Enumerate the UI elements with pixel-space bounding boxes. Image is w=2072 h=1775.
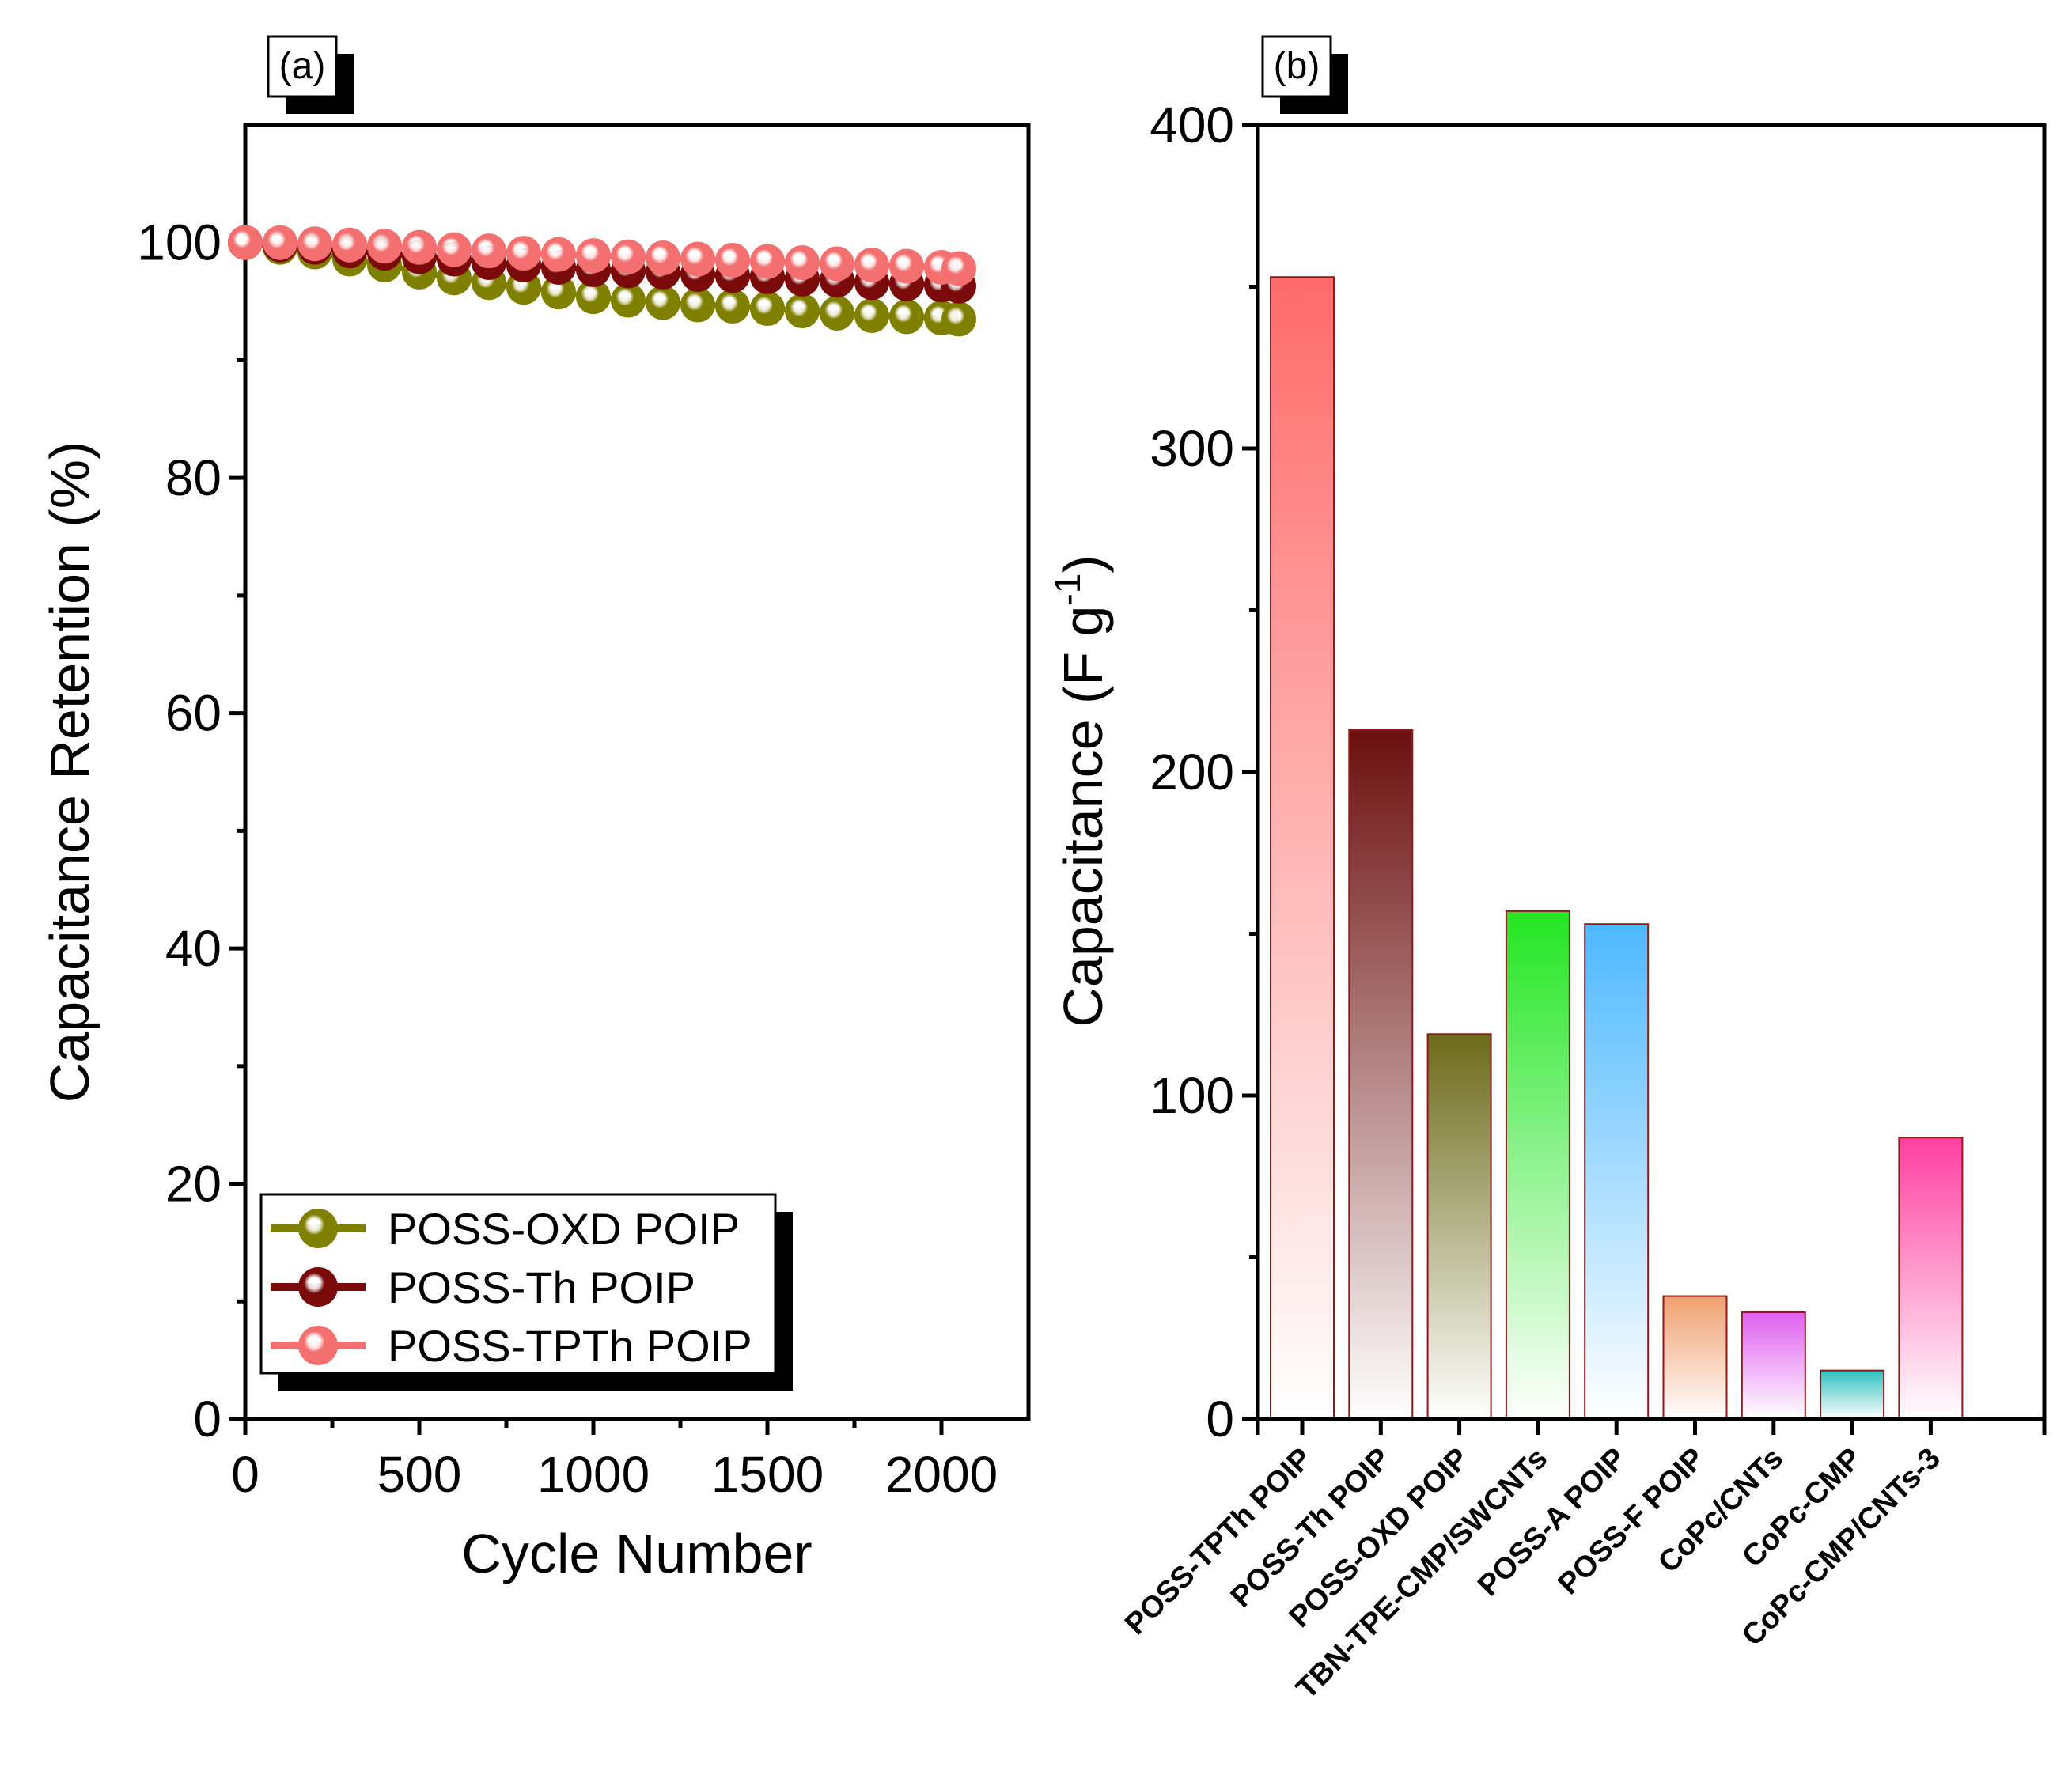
bar-1 — [1348, 729, 1414, 1420]
series-0-point — [715, 289, 750, 324]
series-2-point — [263, 225, 297, 260]
series-2-point — [297, 226, 332, 262]
series-line-2 — [245, 240, 960, 271]
bar-8 — [1898, 1137, 1964, 1421]
legend-marker-0 — [298, 1209, 338, 1248]
series-line-1 — [244, 240, 960, 290]
series-2-point — [611, 239, 646, 274]
bar-6 — [1741, 1311, 1806, 1421]
panel-a-x-axis-title: Cycle Number — [461, 1523, 812, 1584]
panel-b-label-box: (b) — [1261, 35, 1348, 114]
bar-3 — [1505, 910, 1570, 1420]
series-2-point — [402, 229, 437, 265]
series-2-point — [715, 243, 750, 278]
legend-marker-1 — [298, 1267, 338, 1307]
series-0-point — [785, 293, 820, 328]
legend-label-1: POSS-Th POIP — [388, 1262, 695, 1312]
series-2-point — [506, 236, 541, 271]
bar-5 — [1662, 1295, 1728, 1420]
panel-a-x-tick-label: 0 — [231, 1446, 259, 1503]
panel-a-y-axis: 0 20 40 60 80 100 — [137, 214, 245, 1448]
panel-b-y-tick-label: 400 — [1150, 97, 1234, 153]
series-0-point — [941, 301, 976, 337]
panel-a-legend: POSS-OXD POIP POSS-Th POIP POSS-TPTh POIP — [259, 1193, 793, 1391]
series-2-point — [541, 237, 576, 272]
panel-a-plot-frame — [243, 123, 1031, 1421]
panel-a-y-tick-label: 40 — [165, 920, 222, 977]
panel-b-y-tick-label: 200 — [1150, 744, 1234, 800]
series-2-point — [646, 240, 680, 276]
series-0-point — [646, 285, 680, 320]
panel-b-y-axis: 0 100 200 300 400 — [1150, 97, 1258, 1448]
panel-a-y-axis-title: Capacitance Retention (%) — [39, 441, 100, 1103]
legend-label-0: POSS-OXD POIP — [388, 1204, 740, 1254]
series-2-point — [472, 233, 506, 269]
panel-b-y-axis-title-close: ) — [1052, 554, 1114, 573]
series-0-point — [680, 287, 715, 323]
series-0-point — [889, 299, 924, 335]
series-2-point — [367, 229, 402, 264]
series-0-point — [611, 282, 646, 318]
series-2-point — [750, 244, 785, 279]
series-2-point — [228, 225, 263, 260]
series-2-point — [332, 227, 367, 263]
bar-2 — [1426, 1033, 1492, 1421]
panel-a-x-tick-label: 2000 — [885, 1446, 998, 1503]
series-2-point — [820, 246, 854, 282]
series-2-point — [680, 241, 715, 277]
panel-a-label: (a) — [279, 45, 326, 87]
panel-b-y-axis-title: Capacitance (F g-1) — [1047, 554, 1114, 1027]
panel-a-x-axis: 0 500 1000 1500 2000 — [231, 1419, 998, 1503]
panel-b-y-tick-label: 100 — [1150, 1067, 1234, 1124]
legend-label-2: POSS-TPTh POIP — [388, 1321, 752, 1371]
legend-marker-2 — [298, 1326, 338, 1365]
series-2-point — [889, 248, 924, 284]
series-0-point — [854, 297, 889, 333]
series-2-point — [941, 251, 976, 286]
panel-b-y-tick-label: 0 — [1206, 1391, 1234, 1448]
panel-a-y-tick-label: 80 — [165, 449, 222, 506]
panel-a-y-tick-label: 20 — [165, 1156, 222, 1213]
panel-b-label: (b) — [1274, 45, 1320, 87]
series-2-point — [437, 232, 472, 267]
panel-a-x-tick-label: 1500 — [711, 1446, 824, 1503]
bar-0 — [1270, 276, 1335, 1421]
panel-a-series — [228, 225, 976, 337]
panel-a-y-tick-label: 100 — [137, 214, 222, 271]
panel-b-y-axis-title-sup: -1 — [1047, 573, 1088, 606]
panel-a-y-tick-label: 60 — [165, 685, 222, 742]
series-line-0 — [244, 240, 960, 322]
panel-b-bar-chart: (b) 0 100 200 300 400 POSS-TPTh POIPPOSS-Th … — [1047, 35, 2047, 1705]
panel-b-y-tick-label: 300 — [1150, 420, 1234, 477]
panel-b-y-axis-title-main: Capacitance (F g — [1052, 606, 1114, 1028]
panel-a-y-tick-label: 0 — [193, 1391, 222, 1448]
panel-a-line-chart: (a) 0 20 40 60 80 100 0 500 1000 1500 2000 Cycle … — [39, 35, 1031, 1584]
series-2-point — [576, 238, 611, 274]
series-0-point — [820, 295, 854, 331]
panel-a-label-box: (a) — [267, 35, 354, 114]
bar-4 — [1584, 923, 1650, 1420]
series-2-point — [785, 245, 820, 281]
panel-b-bars — [1270, 276, 1964, 1421]
bar-7 — [1820, 1369, 1885, 1421]
series-2-point — [854, 247, 889, 282]
panel-a-x-tick-label: 1000 — [537, 1446, 650, 1503]
series-0-point — [750, 291, 785, 327]
panel-a-x-tick-label: 500 — [377, 1446, 462, 1503]
